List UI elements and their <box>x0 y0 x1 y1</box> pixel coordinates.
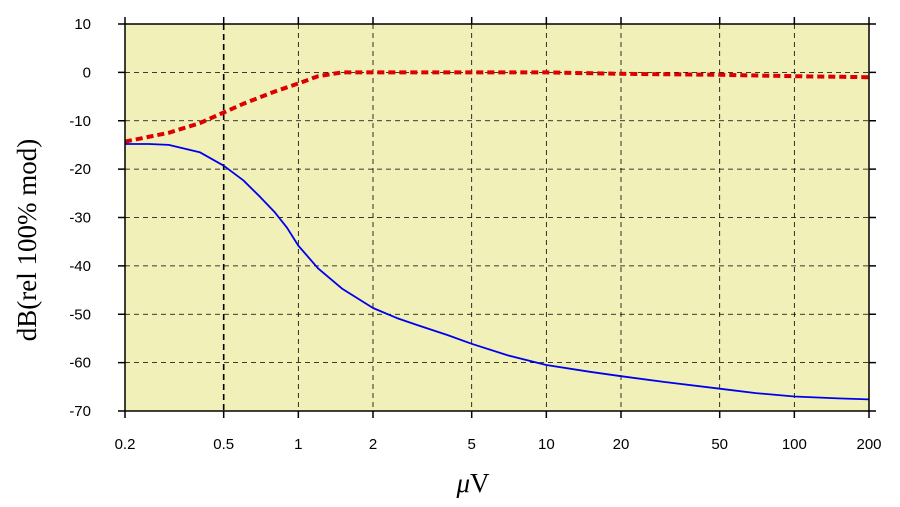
x-tick-label: 5 <box>468 436 476 453</box>
y-tick-label: -40 <box>69 258 91 275</box>
x-tick-label: 10 <box>538 436 555 453</box>
y-tick-label: -20 <box>69 161 91 178</box>
x-axis-tick-labels: 0.2 0.5 1 2 5 10 20 50 100 200 <box>115 436 882 453</box>
grid-lines <box>125 24 869 411</box>
y-axis-tick-labels: 10 0 -10 -20 -30 -40 -50 -60 -70 <box>69 16 91 420</box>
x-tick-label: 1 <box>294 436 302 453</box>
x-tick-label: 50 <box>711 436 728 453</box>
series-line-dashed-red <box>124 70 870 144</box>
x-axis-label-unit: V <box>470 468 490 498</box>
x-tick-label: 0.2 <box>115 436 136 453</box>
series-line-solid-blue <box>125 143 870 401</box>
x-tick-label: 20 <box>613 436 630 453</box>
y-tick-label: -30 <box>69 210 91 227</box>
series-layer <box>124 70 870 401</box>
y-tick-label: 0 <box>83 64 91 81</box>
y-tick-label: 10 <box>74 16 91 33</box>
x-tick-label: 0.5 <box>213 436 234 453</box>
y-tick-label: -50 <box>69 306 91 323</box>
y-tick-label: -10 <box>69 113 91 130</box>
y-axis-label: dB(rel 100% mod) <box>12 139 42 341</box>
x-tick-label: 200 <box>856 436 881 453</box>
x-axis-label: μV <box>455 468 490 498</box>
x-axis-label-mu: μ <box>455 468 470 498</box>
y-tick-label: -70 <box>69 403 91 420</box>
x-tick-label: 100 <box>782 436 807 453</box>
x-tick-label: 2 <box>369 436 377 453</box>
y-tick-label: -60 <box>69 355 91 372</box>
axis-ticks <box>118 17 876 418</box>
